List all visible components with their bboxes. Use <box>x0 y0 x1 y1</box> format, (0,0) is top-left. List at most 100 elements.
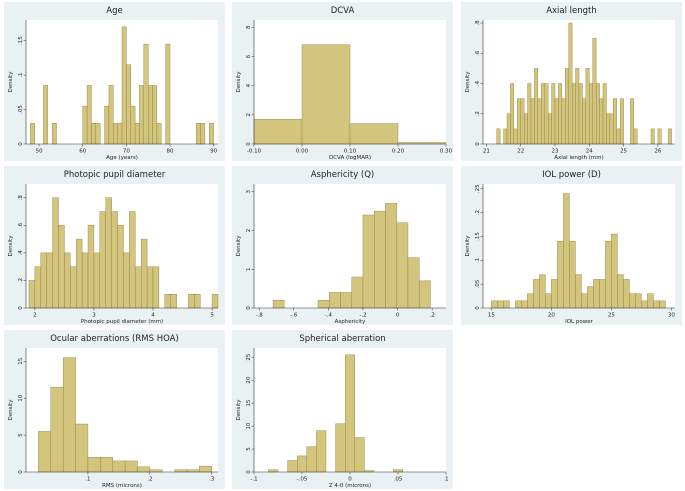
chart-title: DCVA <box>331 6 355 16</box>
y-tick-label: .6 <box>475 50 481 56</box>
histogram-bar <box>43 85 49 145</box>
y-tick-label: 10 <box>246 422 252 429</box>
chart-title: Asphericity (Q) <box>311 170 375 180</box>
y-tick-label: 6 <box>246 54 252 58</box>
histogram-bar <box>108 85 114 145</box>
x-tick-label: 20 <box>548 313 555 319</box>
y-tick-label: .6 <box>18 222 24 228</box>
histogram-bar <box>200 123 206 145</box>
y-tick-label: 0 <box>475 142 481 146</box>
histogram-bar <box>140 238 148 309</box>
histogram-bar <box>521 300 528 309</box>
histogram-bar <box>143 43 149 145</box>
histogram-bar <box>38 431 51 473</box>
y-axis-label: Density <box>8 399 14 421</box>
histogram-bar <box>633 128 638 145</box>
histogram-bar <box>544 83 549 145</box>
chart-title: Spherical aberration <box>299 334 385 344</box>
histogram-bar <box>50 386 64 473</box>
x-tick-label: 5 <box>210 313 214 319</box>
histogram-bar <box>589 83 593 145</box>
histogram-bar <box>568 22 573 145</box>
y-tick-label: 2 <box>246 113 252 117</box>
histogram-bar <box>650 128 655 145</box>
y-axis-label: Density <box>236 399 242 421</box>
x-tick-label: 21 <box>483 149 490 155</box>
histogram-bar <box>121 26 127 145</box>
histogram-bar <box>135 266 142 309</box>
histogram-bar <box>46 252 53 309</box>
x-tick-label: -.4 <box>325 313 333 319</box>
x-tick-label: 25 <box>620 149 627 155</box>
histogram-bar <box>123 252 130 309</box>
y-tick-label: .4 <box>475 80 481 86</box>
y-tick-label: 10 <box>18 394 24 401</box>
histogram-bar <box>534 68 539 145</box>
x-tick-label: 50 <box>36 149 43 155</box>
histogram-bar <box>599 98 604 145</box>
x-tick-label: 3 <box>92 313 96 319</box>
y-tick-label: 15 <box>246 399 252 406</box>
x-axis-label: Photopic pupil diameter (mm) <box>81 319 163 325</box>
histogram-svg: Ocular aberrations (RMS HOA) .1 .2 .3 0 5 10 15… <box>8 334 218 489</box>
y-axis-label: Density <box>8 71 14 93</box>
histogram-bar <box>152 85 158 145</box>
histogram-bar <box>527 83 532 145</box>
x-tick-label: 90 <box>210 149 217 155</box>
x-tick-label: .2 <box>147 477 152 483</box>
histogram-bar <box>602 83 607 145</box>
y-tick-label: 3 <box>246 190 252 194</box>
histogram-bar <box>51 123 57 145</box>
y-tick-label: 0 <box>18 142 24 146</box>
histogram-bar <box>593 279 600 309</box>
histogram-bar <box>52 197 59 309</box>
histogram-bar <box>515 300 522 309</box>
y-tick-label: 0 <box>475 306 481 310</box>
histogram-bar <box>306 446 317 473</box>
histogram-bar <box>351 276 364 309</box>
histogram-bar <box>165 43 171 145</box>
y-axis-label: Density <box>465 235 471 257</box>
histogram-bar <box>147 85 153 145</box>
x-tick-label: 24 <box>586 149 593 155</box>
histogram-bar <box>126 64 131 145</box>
x-tick-label: 22 <box>517 149 524 155</box>
y-tick-label: 0 <box>246 142 252 146</box>
y-tick-label: .05 <box>18 105 24 114</box>
x-tick-label: -0.10 <box>247 149 262 155</box>
histogram-bar <box>70 266 77 309</box>
chart-panel-5: Asphericity (Q) -.8 -.6 -.4 -.2 0 .2 0 1 2 3 Aspher… <box>232 166 453 325</box>
histogram-bar <box>146 266 154 309</box>
histogram-bar <box>554 98 559 145</box>
histogram-bar <box>30 123 35 145</box>
histogram-bar <box>503 128 508 145</box>
x-tick-label: -.8 <box>256 313 264 319</box>
histogram-bar <box>149 469 163 473</box>
histogram-svg: DCVA -0.10 0.00 0.10 0.20 0.30 0 2 4 6 8 DCVA (logM… <box>236 6 453 161</box>
histogram-bar <box>657 128 662 145</box>
histogram-svg: Spherical aberration -.1 -.05 0 .05 .1 0 5 10 15 2… <box>236 334 449 489</box>
histogram-bar <box>578 83 583 145</box>
histogram-bar <box>506 113 511 145</box>
x-tick-label: 70 <box>123 149 130 155</box>
chart-panel-6: IOL power (D) 15 20 25 30 0 .05 .1 .15 .2 .25 IOL p… <box>461 166 682 325</box>
x-tick-label: 25 <box>608 313 615 319</box>
y-tick-label: 5 <box>246 447 252 451</box>
histogram-bar <box>188 294 195 309</box>
x-tick-label: 23 <box>552 149 559 155</box>
histogram-bar <box>199 465 213 473</box>
y-tick-label: 0 <box>18 306 24 310</box>
histogram-bar <box>611 233 618 309</box>
y-tick-label: .2 <box>18 278 24 283</box>
histogram-bar <box>630 98 635 145</box>
histogram-bar <box>139 85 145 145</box>
x-tick-label: 0.10 <box>344 149 357 155</box>
chart-panel-7: Ocular aberrations (RMS HOA) .1 .2 .3 0 5 10 15… <box>4 330 225 489</box>
y-tick-label: .2 <box>475 210 481 215</box>
y-tick-label: 20 <box>246 376 252 383</box>
y-axis-label: Density <box>236 235 242 257</box>
histogram-svg: Photopic pupil diameter 2 3 4 5 0 .2 .4 .6 .8 Phot… <box>8 170 219 325</box>
histogram-bar <box>93 252 101 309</box>
histogram-bar <box>296 455 307 473</box>
x-tick-label: -.1 <box>250 477 257 483</box>
